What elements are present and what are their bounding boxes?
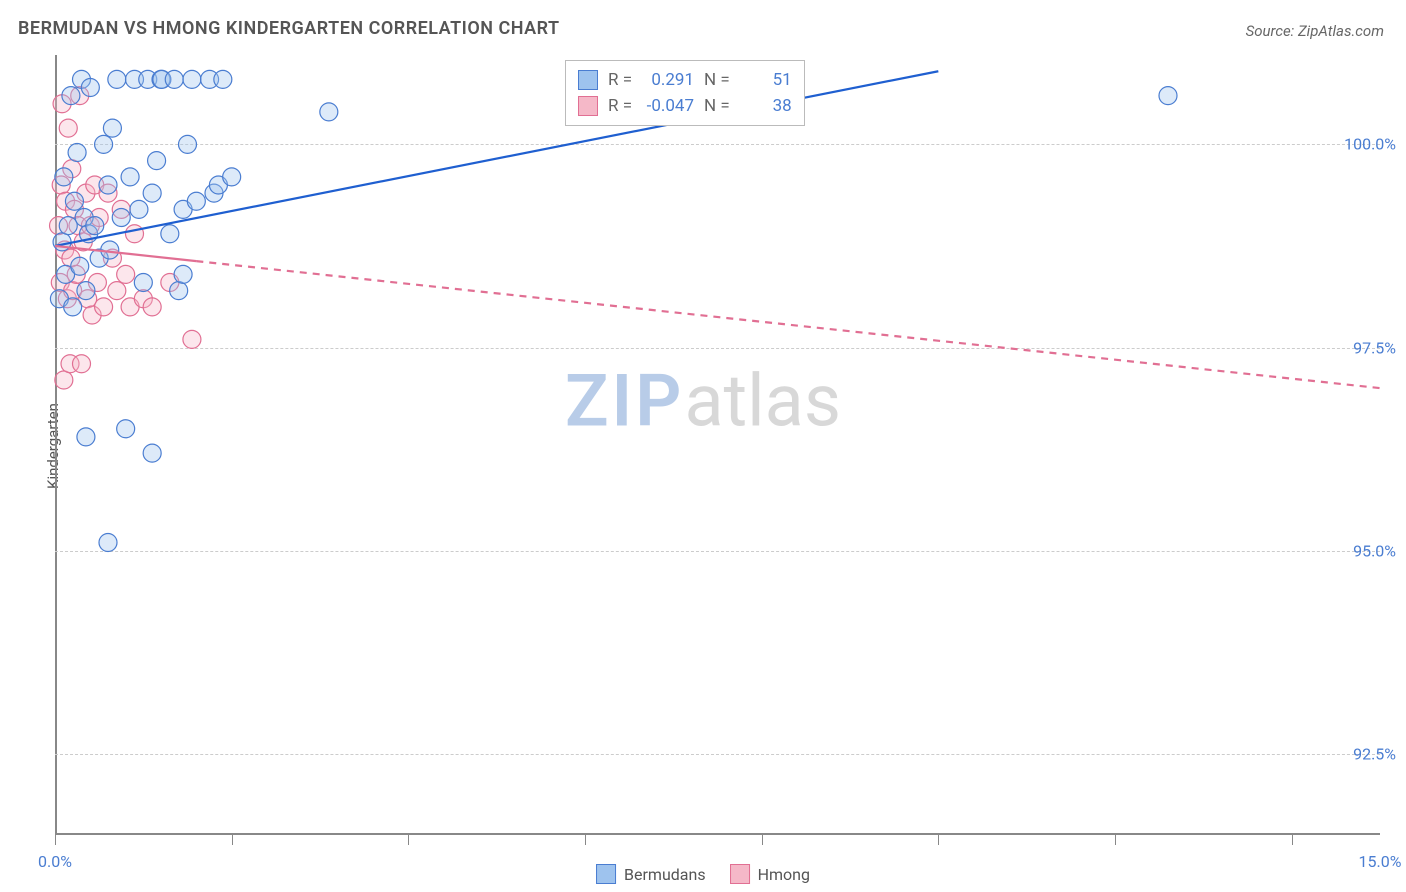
scatter-point — [117, 420, 135, 438]
bottom-legend: Bermudans Hmong — [596, 864, 810, 884]
x-tick — [408, 835, 409, 845]
scatter-point — [112, 209, 130, 227]
stat-n-hmong: 38 — [740, 96, 792, 116]
swatch-bermudans — [578, 70, 598, 90]
scatter-point — [68, 144, 86, 162]
scatter-point — [99, 534, 117, 552]
scatter-point — [174, 265, 192, 283]
stat-n-label: N = — [704, 70, 730, 90]
scatter-point — [117, 265, 135, 283]
scatter-point — [143, 184, 161, 202]
legend-label-bermudans: Bermudans — [624, 865, 706, 884]
scatter-point — [55, 168, 73, 186]
scatter-point — [103, 119, 121, 137]
scatter-point — [134, 274, 152, 292]
scatter-point — [86, 217, 104, 235]
stat-r-bermudans: 0.291 — [642, 70, 694, 90]
scatter-point — [55, 371, 73, 389]
swatch-bermudans — [596, 864, 616, 884]
scatter-point — [59, 119, 77, 137]
scatter-point — [179, 135, 197, 153]
scatter-point — [143, 444, 161, 462]
x-tick-label: 15.0% — [1359, 852, 1402, 871]
scatter-point — [170, 282, 188, 300]
scatter-point — [187, 192, 205, 210]
scatter-point — [99, 176, 117, 194]
stat-row-bermudans: R = 0.291 N = 51 — [578, 67, 792, 93]
trend-line — [196, 261, 1380, 388]
chart-container: BERMUDAN VS HMONG KINDERGARTEN CORRELATI… — [0, 0, 1406, 892]
scatter-point — [95, 298, 113, 316]
scatter-point — [223, 168, 241, 186]
scatter-point — [121, 168, 139, 186]
scatter-point — [64, 298, 82, 316]
legend-item-bermudans: Bermudans — [596, 864, 706, 884]
scatter-point — [59, 217, 77, 235]
scatter-point — [65, 192, 83, 210]
legend-item-hmong: Hmong — [730, 864, 810, 884]
scatter-point — [130, 200, 148, 218]
scatter-point — [214, 70, 232, 88]
scatter-point — [183, 330, 201, 348]
scatter-point — [183, 70, 201, 88]
chart-title: BERMUDAN VS HMONG KINDERGARTEN CORRELATI… — [18, 18, 560, 39]
stat-n-label: N = — [704, 96, 730, 116]
stat-n-bermudans: 51 — [740, 70, 792, 90]
source-label: Source: ZipAtlas.com — [1246, 22, 1384, 40]
scatter-point — [143, 298, 161, 316]
x-tick — [232, 835, 233, 845]
legend-label-hmong: Hmong — [758, 865, 810, 884]
x-tick — [1292, 835, 1293, 845]
x-tick-label: 0.0% — [38, 852, 72, 871]
stat-r-hmong: -0.047 — [642, 96, 694, 116]
swatch-hmong — [730, 864, 750, 884]
scatter-point — [95, 135, 113, 153]
scatter-point — [71, 257, 89, 275]
x-tick — [762, 835, 763, 845]
x-tick — [938, 835, 939, 845]
scatter-point — [165, 70, 183, 88]
scatter-point — [320, 103, 338, 121]
x-tick — [55, 835, 56, 845]
scatter-point — [77, 428, 95, 446]
stat-row-hmong: R = -0.047 N = 38 — [578, 93, 792, 119]
scatter-point — [101, 241, 119, 259]
stat-r-label: R = — [608, 96, 632, 116]
scatter-point — [73, 355, 91, 373]
scatter-point — [108, 70, 126, 88]
trend-line — [55, 71, 938, 246]
scatter-point — [161, 225, 179, 243]
scatter-point — [62, 87, 80, 105]
scatter-point — [148, 152, 166, 170]
scatter-point — [1159, 87, 1177, 105]
stat-r-label: R = — [608, 70, 632, 90]
chart-svg — [55, 55, 1380, 835]
scatter-point — [108, 282, 126, 300]
swatch-hmong — [578, 96, 598, 116]
x-tick — [1115, 835, 1116, 845]
scatter-point — [81, 79, 99, 97]
scatter-point — [77, 282, 95, 300]
scatter-point — [126, 225, 144, 243]
stat-legend-box: R = 0.291 N = 51 R = -0.047 N = 38 — [565, 60, 805, 126]
x-tick — [585, 835, 586, 845]
